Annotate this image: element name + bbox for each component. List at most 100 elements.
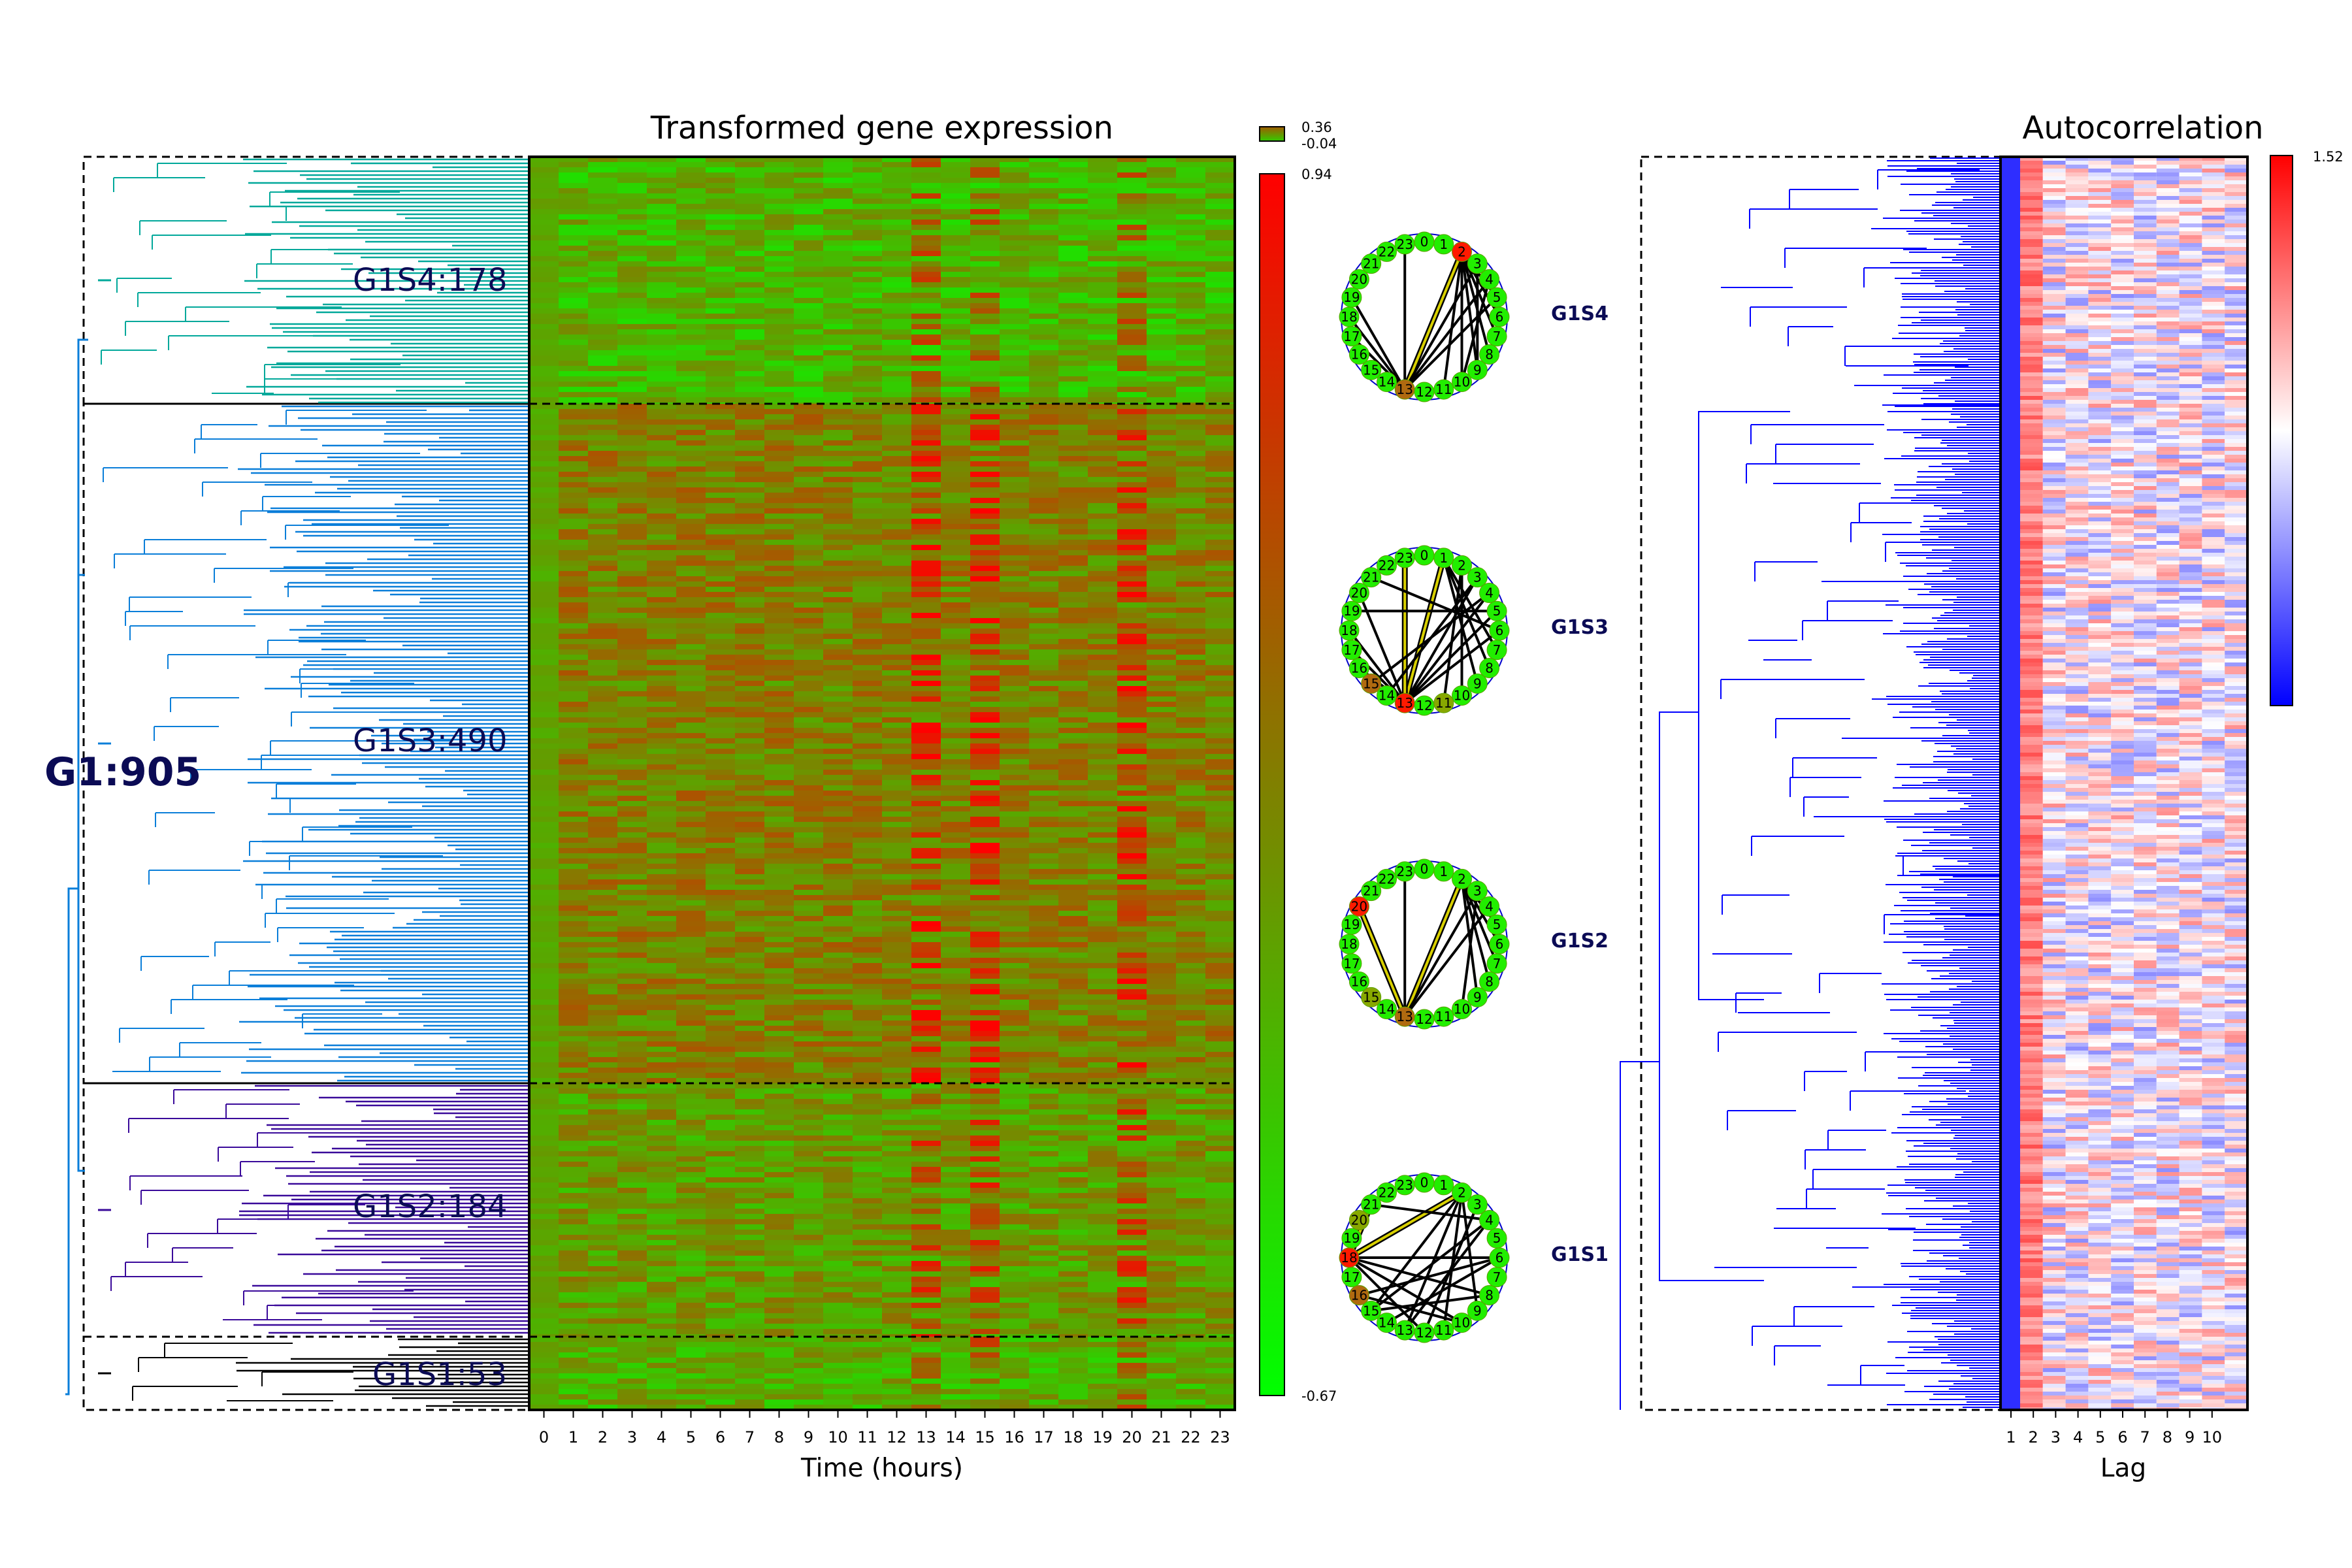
heatmap-cell <box>823 958 853 963</box>
heatmap-cell <box>1176 172 1205 178</box>
heatmap-cell <box>823 314 853 319</box>
heatmap-cell <box>794 1078 823 1083</box>
heatmap-cell <box>735 1068 764 1073</box>
heatmap-cell <box>941 524 970 529</box>
heatmap-cell <box>970 477 1000 482</box>
heatmap-cell <box>970 461 1000 466</box>
heatmap-cell <box>1176 906 1205 911</box>
heatmap-cell <box>794 1062 823 1068</box>
heatmap-cell <box>617 723 647 728</box>
heatmap-cell <box>1117 319 1147 324</box>
heatmap-cell <box>882 953 911 958</box>
heatmap-cell <box>529 676 559 681</box>
heatmap-cell <box>1029 1088 1058 1094</box>
heatmap-cell <box>794 1120 823 1125</box>
heatmap-cell <box>970 178 1000 183</box>
heatmap-cell <box>1117 1021 1147 1026</box>
heatmap-cell <box>970 545 1000 550</box>
heatmap-cell <box>823 911 853 916</box>
heatmap-cell <box>970 414 1000 419</box>
heatmap-cell <box>1000 947 1029 953</box>
heatmap-cell <box>1058 691 1088 696</box>
heatmap-cell <box>617 728 647 733</box>
heatmap-cell <box>1205 566 1235 571</box>
heatmap-cell <box>647 188 676 193</box>
heatmap-cell <box>1088 1026 1117 1031</box>
heatmap-cell <box>911 204 941 209</box>
heatmap-cell <box>676 958 706 963</box>
heatmap-cell <box>970 838 1000 843</box>
heatmap-cell <box>1058 308 1088 314</box>
heatmap-cell <box>1205 832 1235 838</box>
heatmap-cell <box>794 345 823 350</box>
heatmap-cell <box>794 858 823 864</box>
heatmap-cell <box>1088 984 1117 989</box>
heatmap-cell <box>1176 466 1205 472</box>
heatmap-cell <box>941 806 970 811</box>
heatmap-cell <box>1000 472 1029 477</box>
heatmap-cell <box>1000 738 1029 743</box>
heatmap-cell <box>588 895 617 900</box>
heatmap-cell <box>735 220 764 225</box>
heatmap-cell <box>1176 618 1205 623</box>
heatmap-cell <box>1147 1010 1176 1015</box>
heatmap-cell <box>588 770 617 775</box>
heatmap-cell <box>706 335 735 340</box>
heatmap-cell <box>1147 686 1176 691</box>
heatmap-cell <box>529 1078 559 1083</box>
heatmap-cell <box>529 382 559 387</box>
heatmap-cell <box>823 681 853 686</box>
heatmap-cell <box>911 387 941 392</box>
heatmap-cell <box>559 524 588 529</box>
heatmap-cell <box>1029 366 1058 371</box>
heatmap-cell <box>1058 503 1088 508</box>
heatmap-cell <box>1147 534 1176 540</box>
heatmap-cell <box>1117 916 1147 921</box>
heatmap-cell <box>735 733 764 738</box>
heatmap-cell <box>1000 712 1029 717</box>
heatmap-cell <box>1088 1088 1117 1094</box>
heatmap-cell <box>1088 947 1117 953</box>
heatmap-cell <box>1000 298 1029 303</box>
heatmap-cell <box>1117 209 1147 214</box>
heatmap-cell <box>764 193 794 199</box>
heatmap-cell <box>1029 487 1058 493</box>
heatmap-cell <box>823 555 853 561</box>
heatmap-cell <box>1029 446 1058 451</box>
heatmap-cell <box>823 524 853 529</box>
heatmap-cell <box>882 1052 911 1057</box>
heatmap-cell <box>764 162 794 167</box>
heatmap-cell <box>941 634 970 639</box>
heatmap-cell <box>617 345 647 350</box>
heatmap-cell <box>1058 864 1088 869</box>
heatmap-cell <box>882 282 911 287</box>
heatmap-cell <box>970 801 1000 806</box>
heatmap-cell <box>1000 723 1029 728</box>
heatmap-cell <box>911 848 941 853</box>
heatmap-cell <box>647 487 676 493</box>
heatmap-cell <box>882 906 911 911</box>
heatmap-cell <box>853 670 882 676</box>
heatmap-cell <box>1205 157 1235 162</box>
heatmap-cell <box>676 282 706 287</box>
heatmap-cell <box>529 571 559 576</box>
heatmap-cell <box>823 592 853 597</box>
heatmap-cell <box>1029 994 1058 1000</box>
heatmap-cell <box>911 1109 941 1115</box>
heatmap-cell <box>882 183 911 188</box>
heatmap-cell <box>529 749 559 754</box>
heatmap-cell <box>911 932 941 937</box>
heatmap-cell <box>1000 911 1029 916</box>
heatmap-cell <box>1176 644 1205 649</box>
heatmap-cell <box>853 717 882 723</box>
heatmap-cell <box>911 571 941 576</box>
heatmap-cell <box>559 251 588 256</box>
heatmap-cell <box>941 858 970 864</box>
heatmap-cell <box>941 973 970 979</box>
heatmap-cell <box>1176 858 1205 864</box>
heatmap-cell <box>1058 743 1088 749</box>
heatmap-cell <box>941 738 970 743</box>
heatmap-cell <box>853 566 882 571</box>
heatmap-cell <box>1205 984 1235 989</box>
heatmap-cell <box>617 324 647 329</box>
